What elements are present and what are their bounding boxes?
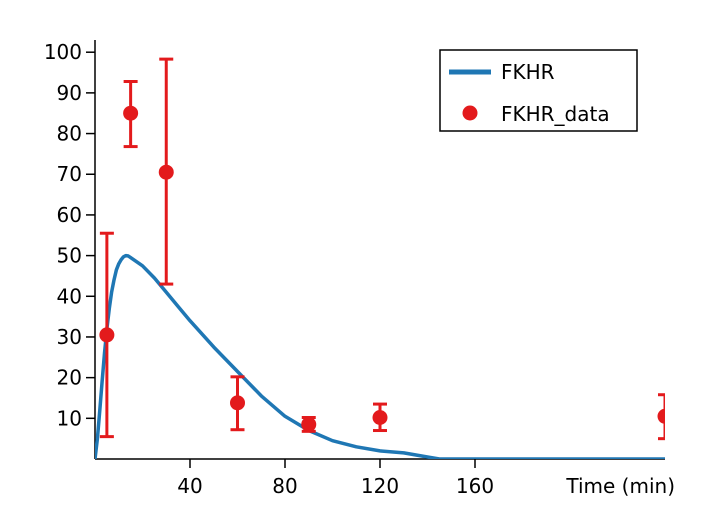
y-tick-label: 70 — [57, 162, 82, 186]
legend-label-fkhr: FKHR — [501, 60, 555, 84]
plot-area — [95, 57, 665, 459]
legend-label-fkhr-data: FKHR_data — [501, 102, 610, 126]
y-tick-label: 50 — [57, 244, 82, 268]
y-tick-label: 90 — [57, 81, 82, 105]
x-axis-label: Time (min) — [565, 474, 675, 498]
x-tick-label: 120 — [361, 474, 399, 498]
x-tick-label: 160 — [456, 474, 494, 498]
y-tick-label: 20 — [57, 366, 82, 390]
y-tick-label: 80 — [57, 122, 82, 146]
data-point — [372, 410, 388, 426]
x-tick-label: 80 — [272, 474, 297, 498]
data-point — [158, 164, 174, 180]
x-tick-label: 40 — [177, 474, 202, 498]
legend-marker-swatch — [462, 105, 478, 121]
legend: FKHR FKHR_data — [439, 49, 638, 132]
data-layer — [95, 57, 665, 459]
y-tick-label: 100 — [44, 40, 82, 64]
data-point — [230, 395, 245, 411]
axes: 10 20 30 40 50 60 70 80 90 100 40 80 120 160 — [44, 40, 665, 498]
data-point — [657, 408, 665, 424]
series-line-fkhr — [95, 253, 665, 459]
data-point — [123, 105, 139, 121]
y-tick-label: 60 — [57, 203, 82, 227]
y-tick-label: 40 — [57, 284, 82, 308]
data-point — [99, 327, 115, 343]
y-tick-label: 30 — [57, 325, 82, 349]
y-tick-label: 10 — [57, 406, 82, 430]
data-point — [301, 416, 317, 432]
